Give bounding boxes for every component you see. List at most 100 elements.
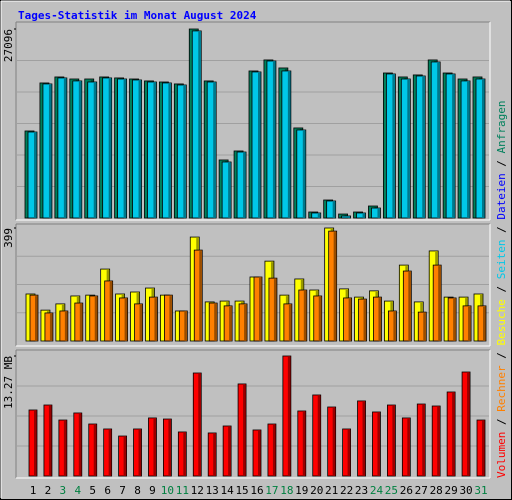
bar xyxy=(176,84,187,219)
bar-group xyxy=(401,417,411,477)
bar xyxy=(207,432,217,477)
bar-group xyxy=(341,215,352,219)
legend-entry: Besuche xyxy=(495,299,508,345)
bar xyxy=(251,71,262,219)
bar xyxy=(327,406,337,477)
bar-group xyxy=(134,303,143,342)
bar-group xyxy=(432,264,442,342)
bar-shade xyxy=(169,296,172,341)
bar xyxy=(163,294,173,342)
bar-shade xyxy=(35,296,38,341)
bar-shade xyxy=(108,78,112,219)
bar-shade xyxy=(377,209,380,218)
legend-separator: / xyxy=(495,153,508,173)
bar-shade xyxy=(272,61,276,218)
bar-shade xyxy=(468,306,471,341)
bar-group xyxy=(252,429,262,477)
bar-shade xyxy=(153,82,156,218)
bar-shade xyxy=(198,374,201,476)
bar xyxy=(475,78,486,219)
bar xyxy=(447,297,457,342)
bar-shade xyxy=(423,313,426,341)
x-tick-label: 14 xyxy=(221,484,235,497)
bar xyxy=(253,276,263,342)
x-tick-label: 19 xyxy=(295,484,308,497)
bar xyxy=(222,425,232,477)
legend-entry: Seiten xyxy=(495,240,508,280)
bar-group xyxy=(87,81,98,219)
bar-shade xyxy=(123,437,127,476)
bar-shade xyxy=(244,304,247,341)
bar-group xyxy=(222,425,232,477)
bar-group xyxy=(402,270,412,342)
x-tick-label: 8 xyxy=(134,484,141,497)
bar xyxy=(193,249,203,342)
bar-shade xyxy=(288,304,292,341)
bar-group xyxy=(430,61,441,219)
bar-shade xyxy=(273,279,277,341)
bar-shade xyxy=(123,79,127,218)
bar xyxy=(462,305,472,342)
bar-shade xyxy=(63,78,67,219)
bar-group xyxy=(282,355,292,477)
bar xyxy=(148,417,157,477)
bar-group xyxy=(447,297,457,342)
legend: Volumen / Rechner / Besuche / Seiten / D… xyxy=(495,100,508,478)
x-tick-label: 31 xyxy=(474,484,487,497)
x-tick-label: 9 xyxy=(149,484,156,497)
bar xyxy=(326,200,337,219)
bar-group xyxy=(445,73,456,219)
bar xyxy=(133,428,142,477)
bar-group xyxy=(206,81,217,219)
bar xyxy=(29,294,39,342)
bar xyxy=(283,303,293,342)
bar-group xyxy=(296,129,307,219)
bar-group xyxy=(191,30,202,219)
bar-shade xyxy=(243,153,246,218)
bar-group xyxy=(431,405,441,477)
bar xyxy=(162,418,172,477)
bar xyxy=(432,264,442,342)
bar xyxy=(446,391,456,477)
x-tick-label: 29 xyxy=(445,484,458,497)
legend-separator: / xyxy=(495,412,508,432)
bar-group xyxy=(72,80,83,219)
bar-shade xyxy=(347,216,351,218)
x-tick-label: 6 xyxy=(104,484,111,497)
bar-shade xyxy=(422,405,425,476)
bar-group xyxy=(102,77,113,219)
bar xyxy=(44,312,54,342)
bar-shade xyxy=(392,74,395,219)
bar-group xyxy=(149,296,158,342)
bar-shade xyxy=(153,418,156,476)
bar xyxy=(357,400,366,477)
bar xyxy=(400,78,411,219)
bar-group xyxy=(29,294,39,342)
bar-group xyxy=(162,418,172,477)
bar-group xyxy=(176,84,187,219)
bar-shade xyxy=(272,425,276,476)
bar-group xyxy=(298,289,308,342)
legend-entry: Anfragen xyxy=(495,100,508,153)
bar-group xyxy=(74,302,84,342)
bar xyxy=(118,435,127,477)
bar xyxy=(342,428,352,477)
bar xyxy=(460,80,471,219)
bar-shade xyxy=(287,71,291,218)
bar-shade xyxy=(214,304,217,341)
x-tick-label: 11 xyxy=(176,484,189,497)
x-tick-label: 10 xyxy=(161,484,174,497)
x-tick-label: 23 xyxy=(355,484,368,497)
bar xyxy=(461,371,471,477)
bar xyxy=(161,82,172,219)
bar-group xyxy=(342,428,352,477)
y-tick-label: 13.27 MB xyxy=(2,356,15,409)
bar xyxy=(43,404,53,477)
x-tick-label: 12 xyxy=(191,484,204,497)
bar-shade xyxy=(229,306,232,341)
bar-group xyxy=(208,302,218,342)
bar xyxy=(177,431,187,477)
bar-shade xyxy=(362,401,366,476)
bar-group xyxy=(373,296,382,342)
bar-shade xyxy=(79,304,83,341)
